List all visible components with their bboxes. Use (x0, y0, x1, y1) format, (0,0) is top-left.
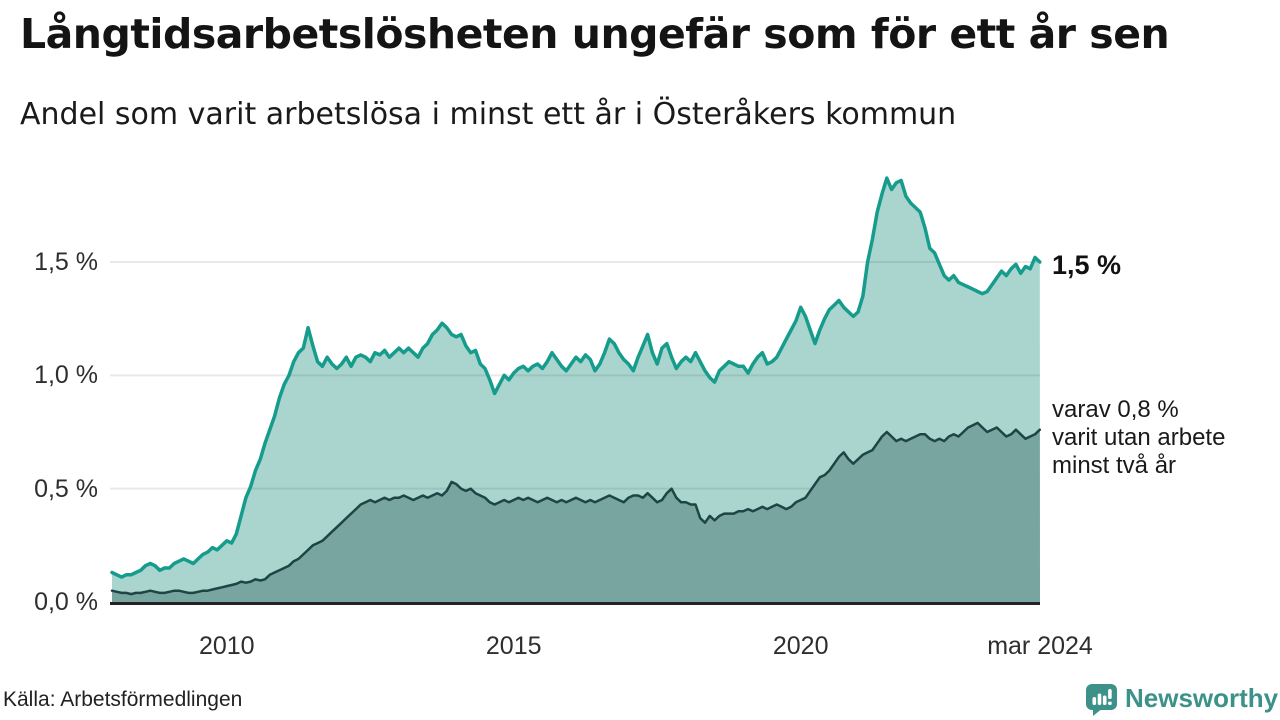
y-tick-label: 0,0 % (34, 588, 98, 616)
secondary-series-label-line1: varav 0,8 % (1052, 396, 1179, 423)
x-tick-label: mar 2024 (987, 632, 1093, 660)
source-credit: Källa: Arbetsförmedlingen (3, 688, 243, 711)
page-subtitle: Andel som varit arbetslösa i minst ett å… (20, 97, 957, 132)
total-series-line (110, 176, 1042, 579)
page-title: Långtidsarbetslösheten ungefär som för e… (20, 10, 1170, 58)
secondary-series-line (110, 421, 1042, 596)
secondary-series-area (112, 422, 1040, 602)
bar-chart-speech-bubble-icon (1086, 684, 1117, 716)
secondary-series-label-line3: minst två år (1052, 452, 1177, 479)
y-tick-label: 0,5 % (34, 474, 98, 503)
newsworthy-wordmark: Newsworthy (1125, 683, 1279, 713)
x-tick-label: 2015 (485, 632, 542, 660)
y-tick-label: 1,5 % (34, 247, 98, 276)
y-tick-label: 1,0 % (34, 361, 98, 390)
x-tick-label: 2010 (198, 632, 255, 660)
secondary-series-label-line2: varit utan arbete (1052, 424, 1226, 451)
secondary-series-label: varav 0,8 % varit utan arbete minst två … (1052, 396, 1225, 480)
x-tick-label: 2020 (772, 632, 829, 660)
latest-value-label: 1,5 % (1052, 250, 1122, 280)
newsworthy-branding: Newsworthy (1085, 683, 1278, 717)
